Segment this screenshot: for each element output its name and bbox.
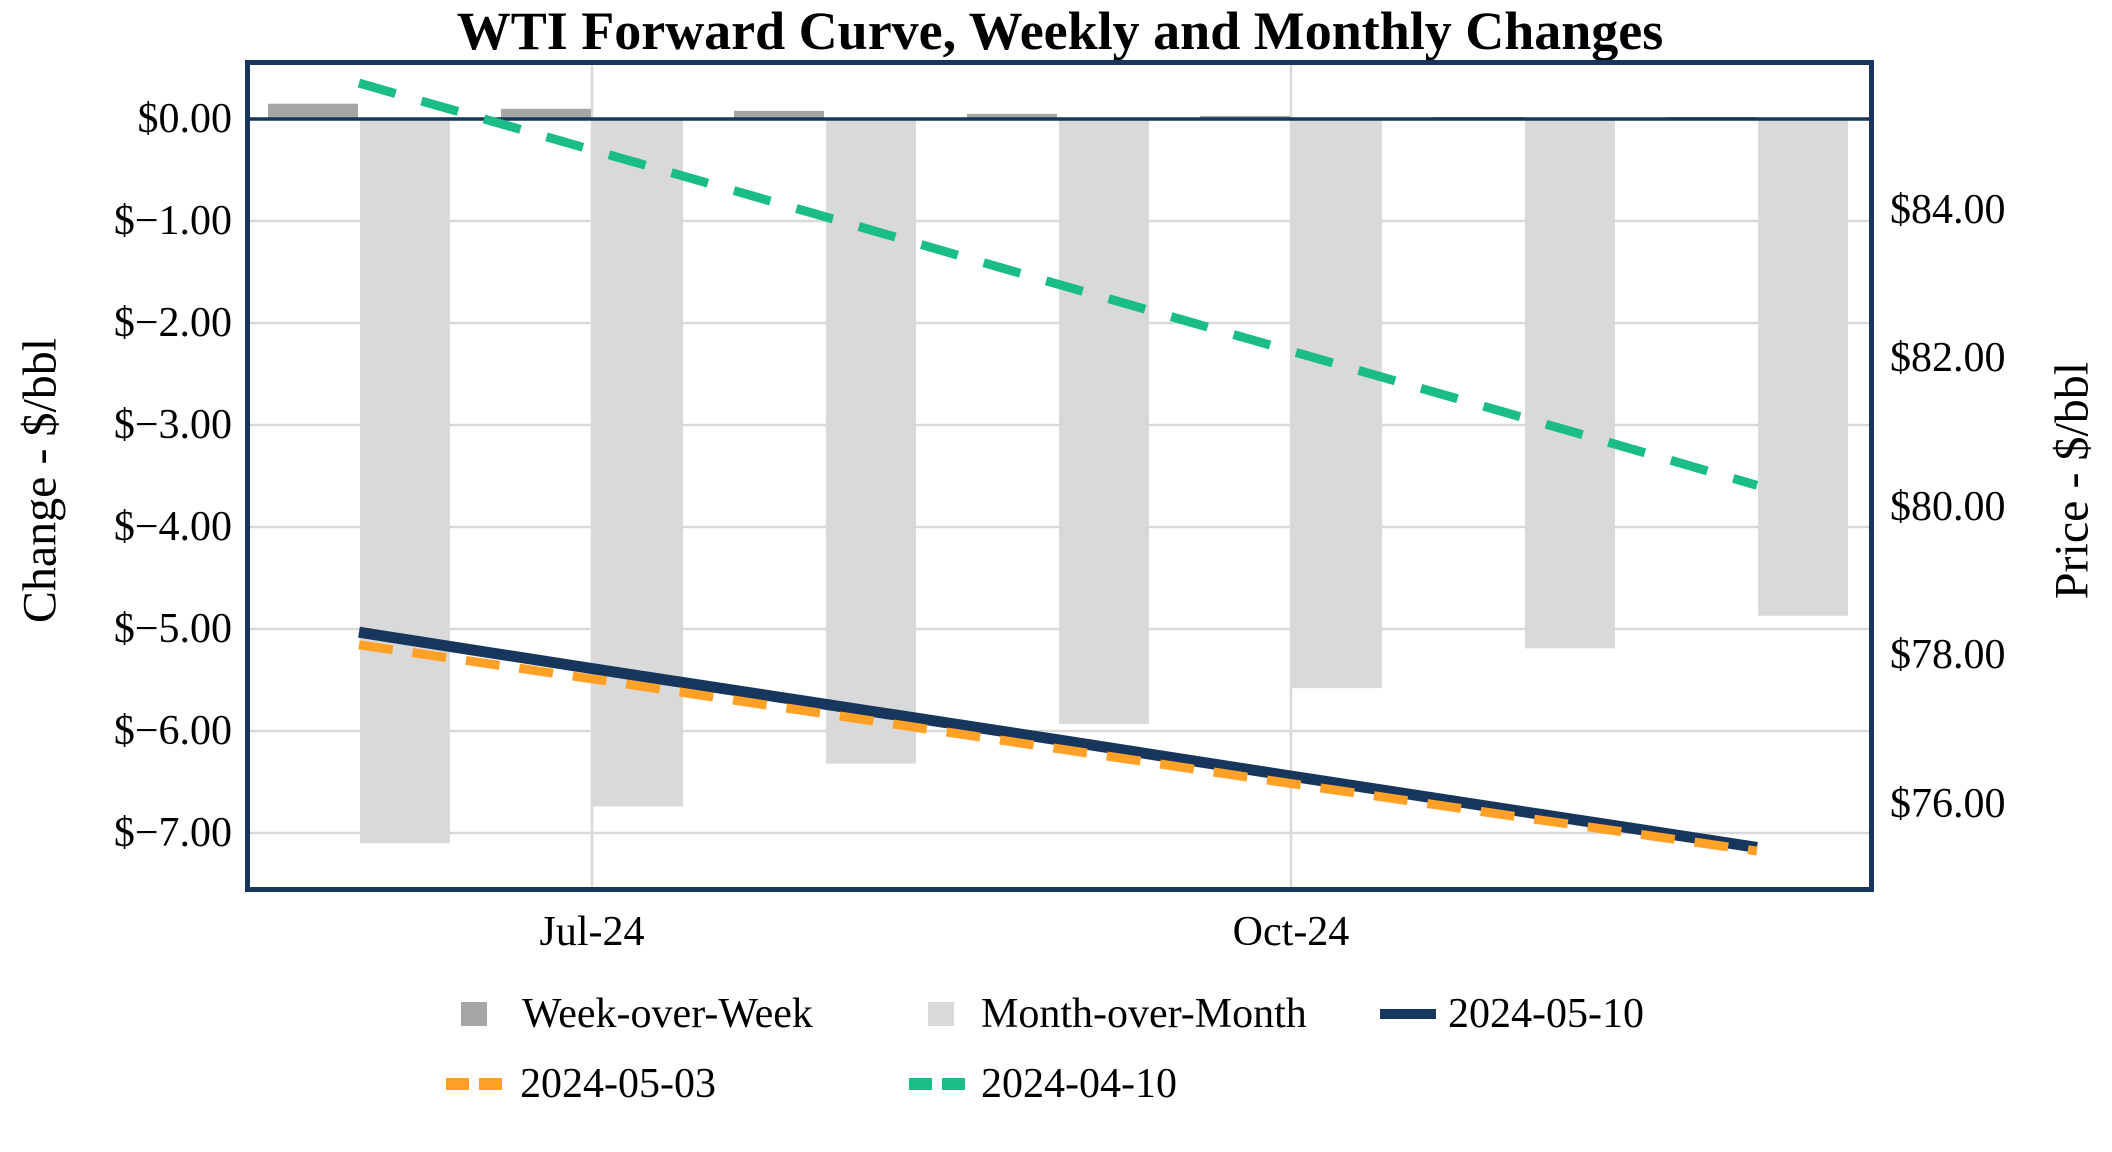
bar-week-over-week	[967, 113, 1057, 119]
dashed-line-swatch-icon	[446, 1078, 502, 1090]
bar-week-over-week	[501, 108, 591, 119]
legend-label: 2024-04-10	[981, 1061, 1177, 1107]
right-tick-label: $80.00	[1890, 483, 2006, 530]
legend-label: Month-over-Month	[981, 991, 1307, 1037]
left-tick-label: $−1.00	[113, 198, 232, 244]
right-tick-label: $78.00	[1890, 632, 2006, 679]
left-tick-label: $−4.00	[113, 504, 232, 550]
legend-item-2024-05-03: 2024-05-03	[446, 1060, 716, 1108]
legend-item-2024-04-10: 2024-04-10	[909, 1060, 1177, 1108]
bar-month-over-month	[826, 119, 916, 764]
dashed-line-swatch-icon	[909, 1078, 965, 1090]
legend-label: 2024-05-10	[1448, 991, 1644, 1037]
left-tick-label: $0.00	[137, 96, 233, 142]
left-tick-label: $−2.00	[113, 300, 232, 346]
week-over-week-swatch-icon	[461, 1002, 487, 1026]
left-tick-label: $−7.00	[113, 810, 232, 856]
bar-week-over-week	[268, 103, 358, 119]
legend-item-2024-05-10: 2024-05-10	[1380, 990, 1644, 1038]
solid-line-swatch-icon	[1380, 1009, 1436, 1019]
legend-label: Week-over-Week	[522, 991, 813, 1037]
line-2024-04-10	[357, 78, 1759, 490]
month-over-month-swatch-icon	[928, 1002, 954, 1026]
bar-month-over-month	[593, 119, 683, 807]
bar-month-over-month	[360, 119, 450, 844]
bar-month-over-month	[1292, 119, 1382, 689]
line-2024-05-10	[358, 626, 1758, 853]
plot-border	[245, 60, 1874, 892]
line-2024-05-03	[358, 640, 1758, 856]
left-tick-label: $−3.00	[113, 402, 232, 448]
left-tick-label: $−6.00	[113, 708, 232, 754]
x-tick-label: Oct-24	[1232, 909, 1350, 955]
right-tick-label: $84.00	[1890, 187, 2006, 233]
left-tick-label: $−5.00	[113, 606, 232, 652]
bar-week-over-week	[734, 110, 824, 119]
bar-month-over-month	[1758, 119, 1848, 616]
legend-label: 2024-05-03	[520, 1061, 716, 1107]
x-tick-label: Jul-24	[539, 909, 645, 955]
right-tick-label: $76.00	[1890, 780, 2006, 827]
legend-item-month-over-month: Month-over-Month	[928, 990, 1307, 1038]
right-tick-label: $82.00	[1890, 335, 2006, 382]
legend-item-week-over-week: Week-over-Week	[461, 990, 813, 1038]
bar-month-over-month	[1525, 119, 1615, 649]
bar-month-over-month	[1059, 119, 1149, 724]
right-axis-title: Price - $/bbl	[2045, 361, 2099, 600]
chart-title: WTI Forward Curve, Weekly and Monthly Ch…	[456, 1, 1664, 61]
